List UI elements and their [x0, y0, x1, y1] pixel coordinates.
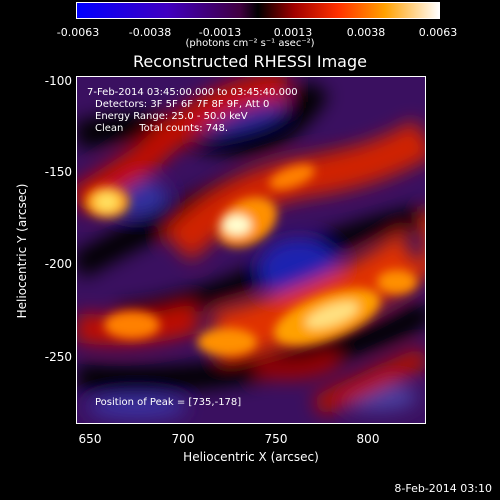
- detectors: Detectors: 3F 5F 6F 7F 8F 9F, Att 0: [95, 99, 270, 110]
- colorbar-tick: 0.0063: [418, 26, 458, 39]
- y-tick: -200: [44, 257, 72, 271]
- colorbar-tick: 0.0038: [346, 26, 386, 39]
- colorbar-tick: 0.0013: [273, 26, 313, 39]
- colorbar: [76, 2, 440, 19]
- x-tick: 650: [78, 432, 102, 446]
- colorbar-tick: -0.0013: [198, 26, 242, 39]
- x-axis-label: Heliocentric X (arcsec): [183, 450, 319, 464]
- colorbar-tick: -0.0038: [128, 26, 172, 39]
- time-range: 7-Feb-2014 03:45:00.000 to 03:45:40.000: [87, 87, 298, 98]
- x-tick: 750: [264, 432, 288, 446]
- peak-position: Position of Peak = [735,-178]: [95, 397, 242, 408]
- x-tick: 800: [356, 432, 380, 446]
- y-tick: -150: [44, 165, 72, 179]
- clean-counts: Clean Total counts: 748.: [95, 123, 229, 134]
- colorbar-tick: -0.0063: [56, 26, 100, 39]
- y-axis-label: Heliocentric Y (arcsec): [15, 183, 29, 319]
- colorbar-units: (photons cm⁻² s⁻¹ asec⁻²): [185, 38, 315, 49]
- energy-range: Energy Range: 25.0 - 50.0 keV: [95, 111, 248, 122]
- x-tick: 700: [171, 432, 195, 446]
- y-tick: -100: [44, 74, 72, 88]
- intensity-map: [77, 77, 425, 423]
- image-title: Reconstructed RHESSI Image: [133, 52, 367, 71]
- colorbar-gradient: [77, 3, 439, 18]
- footer-date: 8-Feb-2014 03:10: [394, 482, 492, 495]
- rhessi-image: 7-Feb-2014 03:45:00.000 to 03:45:40.000 …: [76, 76, 426, 424]
- y-tick: -250: [44, 350, 72, 364]
